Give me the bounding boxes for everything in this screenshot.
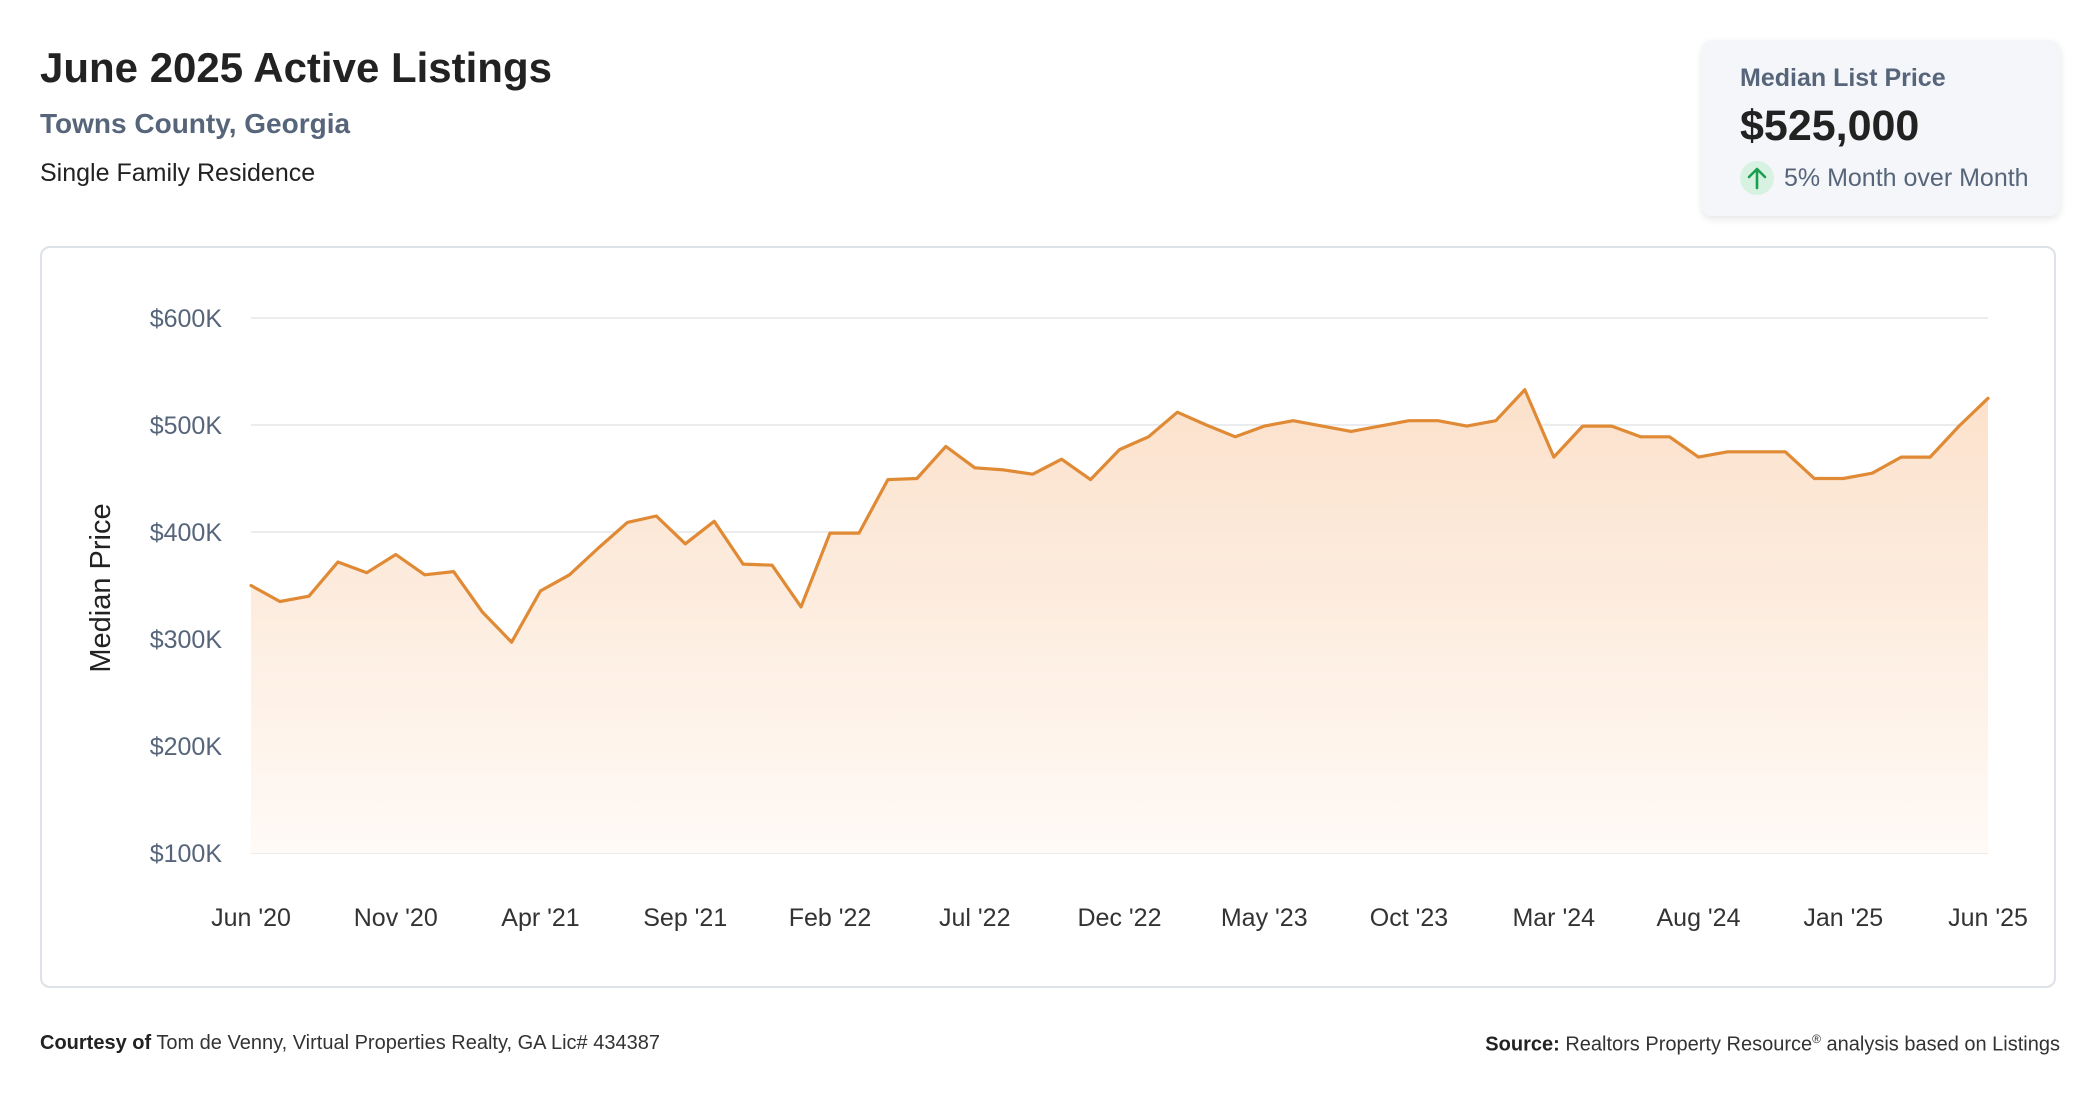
card-change: 5% Month over Month	[1740, 160, 2029, 196]
y-axis-ticks: $600K $500K $400K $300K $200K $100K	[150, 305, 223, 868]
x-tick-label: Dec '22	[1078, 904, 1162, 932]
source-text-suffix: analysis based on Listings	[1820, 1033, 2061, 1056]
x-tick-label: May '23	[1221, 904, 1308, 932]
card-value: $525,000	[1740, 102, 1920, 150]
change-text: 5% Month over Month	[1784, 163, 2029, 192]
source-label: Source:	[1485, 1033, 1560, 1056]
x-tick-label: Mar '24	[1512, 904, 1595, 932]
x-tick-label: Jun '25	[1948, 904, 2028, 932]
x-tick-label: Jan '25	[1803, 904, 1883, 932]
registered-mark: ®	[1812, 1032, 1821, 1046]
x-tick-label: Nov '20	[354, 904, 438, 932]
x-tick-label: Jul '22	[939, 904, 1010, 932]
y-tick-label: $300K	[150, 626, 223, 654]
y-tick-label: $200K	[150, 733, 223, 761]
x-tick-label: Feb '22	[789, 904, 872, 932]
x-tick-label: Jun '20	[211, 904, 291, 932]
x-axis-ticks: Jun '20 Nov '20 Apr '21 Sep '21 Feb '22 Jul '…	[211, 904, 2028, 932]
x-tick-label: Oct '23	[1370, 904, 1448, 932]
price-chart: $600K $500K $400K $300K $200K $100K Jun '20 No…	[85, 305, 2028, 932]
y-tick-label: $500K	[150, 412, 223, 440]
property-type: Single Family Residence	[40, 159, 316, 187]
y-tick-label: $600K	[150, 305, 223, 333]
footer-source: Source: Realtors Property Resource® anal…	[1485, 1032, 2060, 1057]
y-axis-label: Median Price	[85, 503, 117, 672]
page-title: June 2025 Active Listings	[40, 44, 552, 91]
footer-courtesy: Courtesy of Tom de Venny, Virtual Proper…	[40, 1032, 660, 1055]
source-text: Realtors Property Resource	[1565, 1033, 1813, 1056]
x-tick-label: Apr '21	[501, 904, 579, 932]
arrow-up-icon	[1740, 161, 1774, 195]
courtesy-label: Courtesy of	[40, 1032, 152, 1054]
courtesy-text: Tom de Venny, Virtual Properties Realty,…	[156, 1032, 660, 1054]
x-tick-label: Aug '24	[1656, 904, 1740, 932]
price-area-fill	[251, 389, 1988, 853]
y-tick-label: $100K	[150, 840, 223, 868]
location-subtitle: Towns County, Georgia	[40, 108, 351, 139]
x-tick-label: Sep '21	[643, 904, 727, 932]
median-price-card: Median List Price $525,000 5% Month over…	[1702, 40, 2060, 216]
price-line	[249, 388, 1990, 644]
card-label: Median List Price	[1740, 64, 1946, 92]
y-tick-label: $400K	[150, 519, 223, 547]
